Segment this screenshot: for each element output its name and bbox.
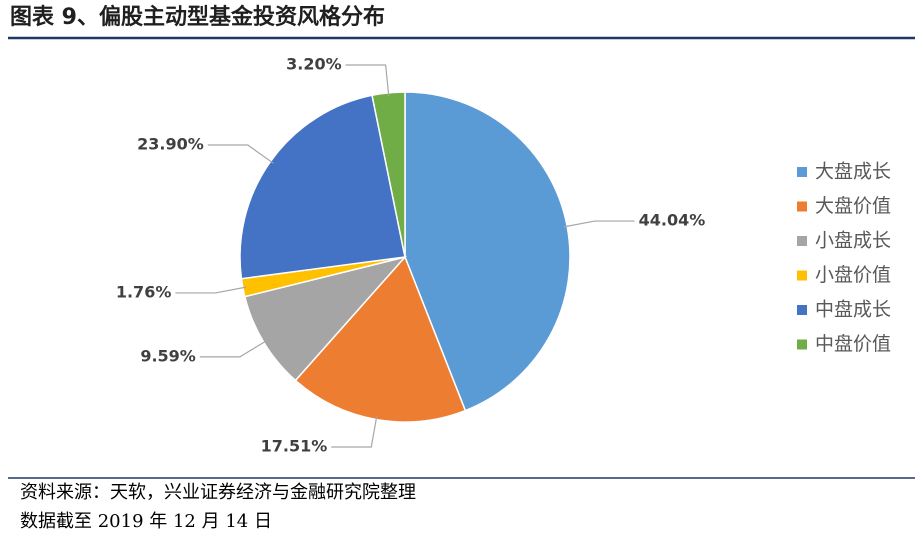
source-note: 资料来源：天软，兴业证券经济与金融研究院整理 bbox=[20, 482, 416, 503]
chart-title: 图表 9、偏股主动型基金投资风格分布 bbox=[10, 4, 385, 30]
legend-label: 大盘价值 bbox=[815, 195, 891, 217]
leader-line bbox=[175, 286, 247, 294]
date-note: 数据截至 2019 年 12 月 14 日 bbox=[20, 511, 272, 532]
legend-swatch bbox=[797, 339, 807, 350]
legend-swatch bbox=[797, 305, 807, 315]
legend-swatch bbox=[797, 270, 807, 281]
legend-swatch bbox=[797, 201, 807, 212]
leader-line bbox=[563, 220, 635, 228]
legend-label: 大盘成长 bbox=[815, 161, 891, 183]
value-label: 9.59% bbox=[140, 346, 196, 365]
value-label: 23.90% bbox=[137, 135, 204, 154]
leader-line bbox=[345, 64, 390, 97]
leader-line bbox=[207, 144, 274, 164]
legend-swatch bbox=[797, 167, 807, 177]
value-label: 3.20% bbox=[286, 54, 342, 73]
value-label: 17.51% bbox=[261, 437, 328, 456]
legend-label: 小盘成长 bbox=[815, 230, 891, 252]
legend-label: 小盘价值 bbox=[815, 264, 891, 286]
legend-label: 中盘价值 bbox=[815, 333, 891, 355]
legend-swatch bbox=[797, 236, 807, 246]
value-label: 44.04% bbox=[639, 211, 706, 230]
legend-label: 中盘成长 bbox=[815, 299, 891, 321]
value-label: 1.76% bbox=[116, 282, 172, 301]
leader-line bbox=[199, 340, 267, 358]
leader-line bbox=[331, 416, 378, 448]
